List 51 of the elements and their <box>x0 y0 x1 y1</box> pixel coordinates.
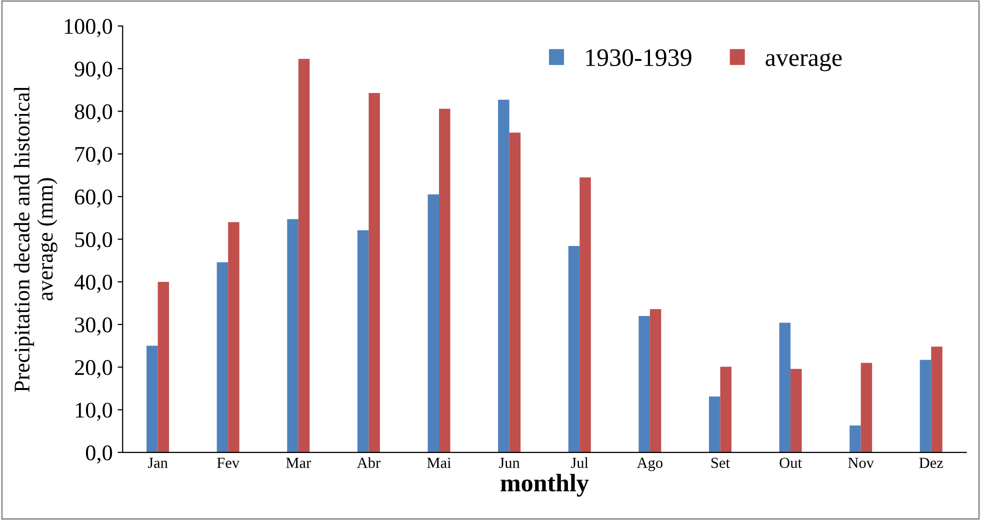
bar <box>158 282 170 452</box>
bar <box>498 100 510 452</box>
x-tick-label: Mai <box>427 458 452 468</box>
bar <box>790 368 802 452</box>
x-tick-label: Mar <box>286 458 311 468</box>
bar <box>228 222 240 452</box>
bar <box>779 322 791 452</box>
y-tick-label: 50,0 <box>75 232 112 250</box>
y-tick-label: 60,0 <box>74 189 112 208</box>
y-tick-label: 70,0 <box>75 146 112 166</box>
x-axis-title: monthly <box>500 474 589 497</box>
legend-label: 1930-1939 <box>586 49 692 66</box>
bar <box>850 426 861 452</box>
x-tick-label: Out <box>780 458 802 468</box>
x-tick-label: Jun <box>499 458 520 468</box>
y-tick-label: 0,0 <box>86 445 112 464</box>
bar <box>568 246 580 452</box>
bar <box>708 396 720 452</box>
bar <box>509 132 521 452</box>
bar <box>931 346 942 452</box>
legend-label: average <box>766 53 842 72</box>
x-tick-label: Fev <box>217 458 240 468</box>
x-tick-label: Abr <box>356 457 380 468</box>
bar <box>368 92 380 452</box>
x-tick-label: Set <box>711 458 730 468</box>
x-tick-label: Jan <box>148 458 168 468</box>
bar <box>650 309 662 452</box>
y-tick-label: 40,0 <box>74 274 112 293</box>
bar <box>428 194 439 452</box>
x-tick-label: Jul <box>571 457 588 468</box>
bar <box>216 262 228 452</box>
y-tick-label: 30,0 <box>75 317 112 336</box>
bar <box>357 230 369 452</box>
y-tick-label: 10,0 <box>76 402 112 421</box>
bar <box>298 58 310 452</box>
bar <box>638 316 650 452</box>
bar <box>860 362 872 452</box>
bar <box>920 360 932 452</box>
y-tick-label: 90,0 <box>74 62 112 80</box>
y-tick-label: 80,0 <box>74 104 112 122</box>
bar <box>580 177 591 452</box>
x-tick-label: Nov <box>848 458 874 468</box>
bar <box>438 108 450 452</box>
x-tick-label: Dez <box>919 458 944 468</box>
y-axis-title: Precipitation decade and historical average (mm) <box>14 86 58 392</box>
x-tick-label: Ago <box>636 458 662 472</box>
bar <box>720 366 732 452</box>
bar <box>146 346 158 452</box>
y-tick-label: 100,0 <box>64 18 112 38</box>
bar <box>287 219 298 452</box>
y-tick-label: 20,0 <box>74 360 112 378</box>
